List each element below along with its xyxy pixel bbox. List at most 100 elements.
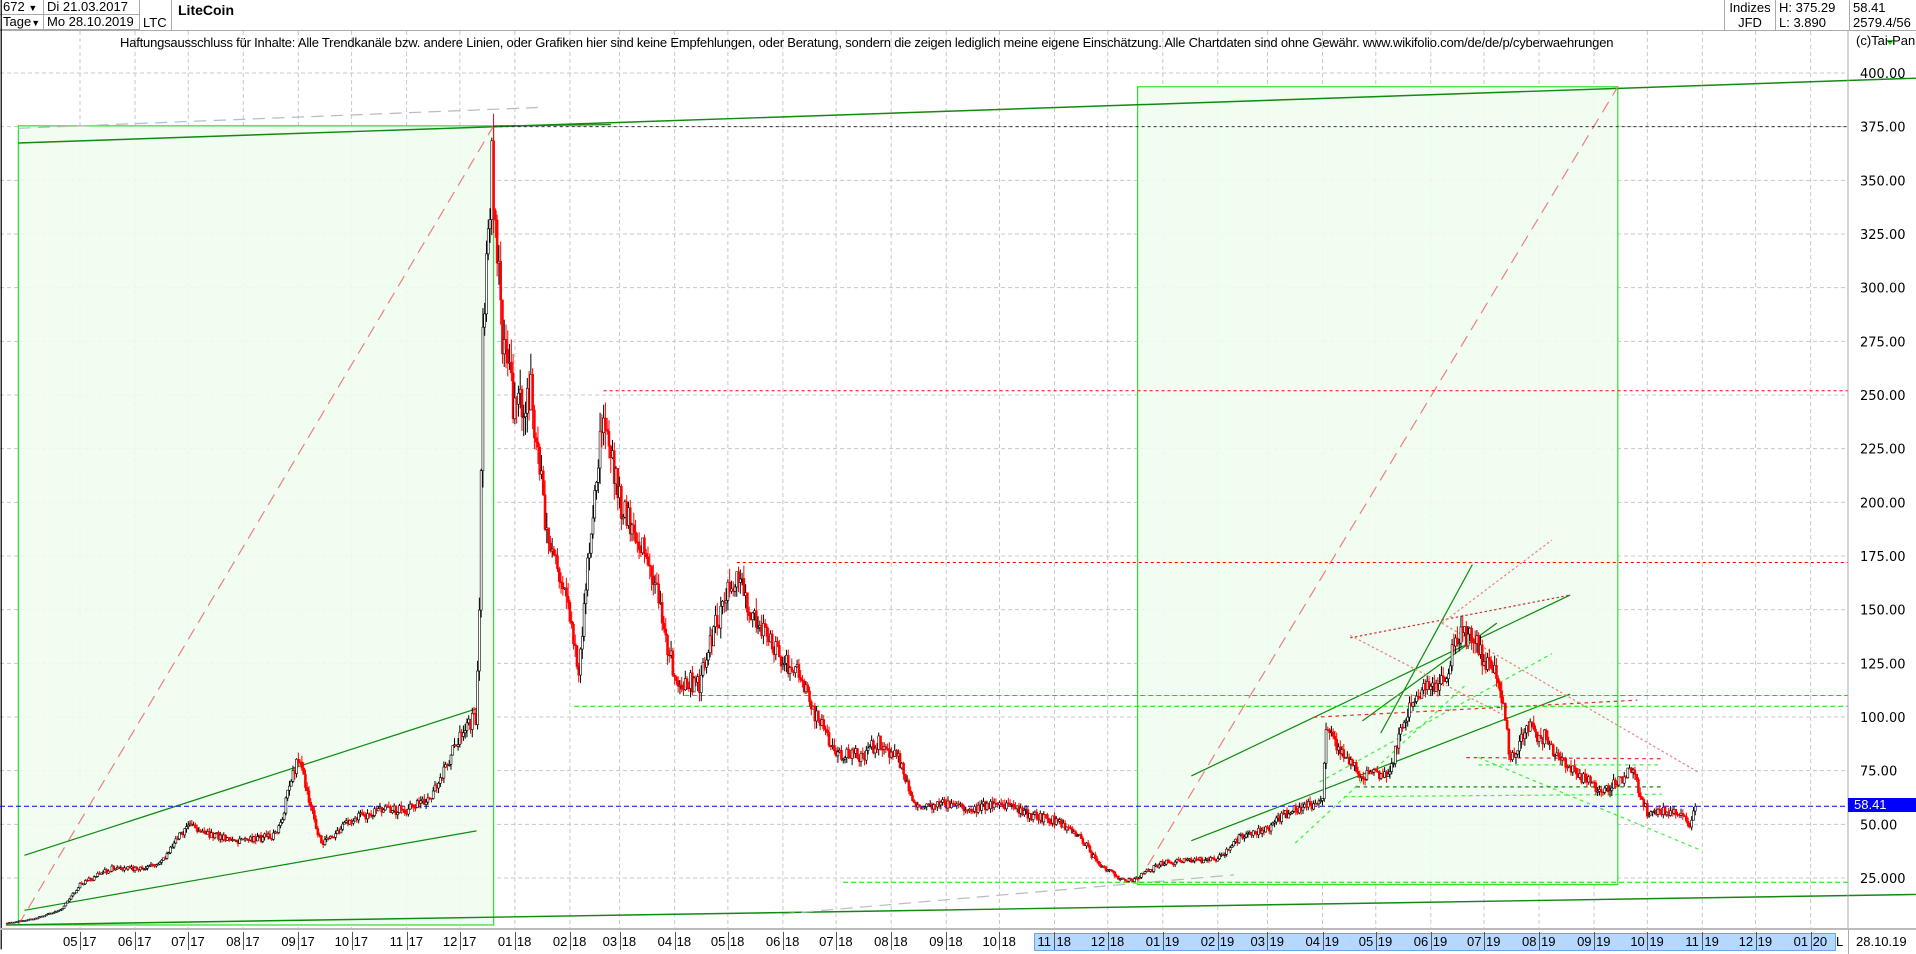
candle [394,805,398,815]
highlight-range [1034,933,1836,951]
x-tick-year: 18 [1056,934,1071,949]
candle [1122,877,1125,880]
period-select[interactable]: Tage▼ [0,15,44,30]
x-tick-year: 19 [1269,934,1284,949]
candle [1429,685,1433,690]
x-tick-year: 18 [838,934,853,949]
candle [69,895,73,900]
candle [1614,779,1617,785]
candle [543,494,547,530]
candle [1246,833,1250,835]
instrument-name: LiteCoin [178,2,234,18]
candle [648,564,652,567]
bar-count-select[interactable]: 672 ▼ [0,0,44,15]
x-tick-month: 08 [874,934,889,949]
x-tick-year: 18 [784,934,800,949]
candle [999,802,1003,805]
candle [140,866,144,870]
candle [60,908,64,911]
candle [836,751,840,757]
candle [1399,727,1402,735]
candle [1441,675,1445,679]
candle [442,766,446,779]
x-tick [1430,932,1432,950]
candle [1575,768,1578,775]
candle [1596,791,1599,793]
x-tick-year: 19 [1541,934,1556,949]
candle [281,819,284,823]
candle [770,633,774,650]
candle [879,735,882,750]
candle [485,253,488,315]
candle [662,622,666,630]
date-to[interactable]: Mo 28.10.2019 [44,15,140,30]
candle [1035,811,1039,819]
x-tick-year: 19 [1432,934,1448,949]
candle [451,745,455,756]
candle [536,441,540,448]
candle [463,730,467,734]
candle [1374,769,1378,772]
candle [786,654,790,675]
candle [1693,805,1697,812]
candle [1273,821,1276,824]
candle [1392,763,1395,765]
last-date: 28.10.19 [1856,934,1907,949]
y-tick-label: 250.00 [1860,389,1906,404]
l-marker[interactable]: L [1836,934,1844,949]
candle [1603,787,1607,793]
candle [1420,689,1424,699]
y-tick-label: 175.00 [1860,550,1906,565]
candle [408,803,412,810]
candle [449,754,453,765]
x-axis[interactable]: L 28.10.19 05 17 06 17 07 17 08 17 09 17 10 17 11 17 1… [0,928,1916,954]
y-tick-label: 150.00 [1860,604,1906,619]
x-tick-month: 09 [281,934,296,949]
candle [481,326,485,471]
candle [1638,792,1642,798]
candle [1635,773,1638,780]
candle [146,866,149,869]
candle [943,799,946,804]
candle [799,677,802,681]
x-tick [188,932,190,950]
candle [501,299,504,355]
candle [437,783,440,789]
candle [1216,858,1220,862]
candle [183,828,187,836]
candle [612,450,616,485]
candle [737,571,740,583]
candle [1365,770,1369,780]
y-tick-label: 300.00 [1860,282,1906,297]
candle [1647,814,1651,817]
candle [1658,808,1662,812]
x-tick-month: 01 [1793,934,1809,949]
candle [541,470,545,496]
candle [1104,866,1108,871]
gray-dashed-lower [781,874,1235,915]
x-tick-year: 18 [1001,934,1016,949]
candle [1606,785,1610,793]
x-tick-month: 02 [552,934,568,949]
candle [1289,812,1292,815]
candle [790,667,794,671]
x-tick-month: 07 [1467,934,1482,949]
x-tick-year: 19 [1649,934,1664,949]
candle [1397,733,1401,749]
disclaimer: Haftungsausschluss für Inhalte: Alle Tre… [120,35,1614,50]
candle [1291,811,1294,814]
date-from[interactable]: Di 21.03.2017 [44,0,140,15]
candle [268,833,272,839]
candle [1640,796,1644,800]
candle [960,803,964,808]
x-tick [351,932,353,950]
candle [921,806,925,810]
candle [1232,841,1236,847]
x-tick-year: 17 [245,934,260,949]
x-tick-month: 06 [118,934,133,949]
candle [1553,755,1557,757]
candle [685,678,689,689]
candle [747,611,751,617]
x-tick [569,932,571,950]
